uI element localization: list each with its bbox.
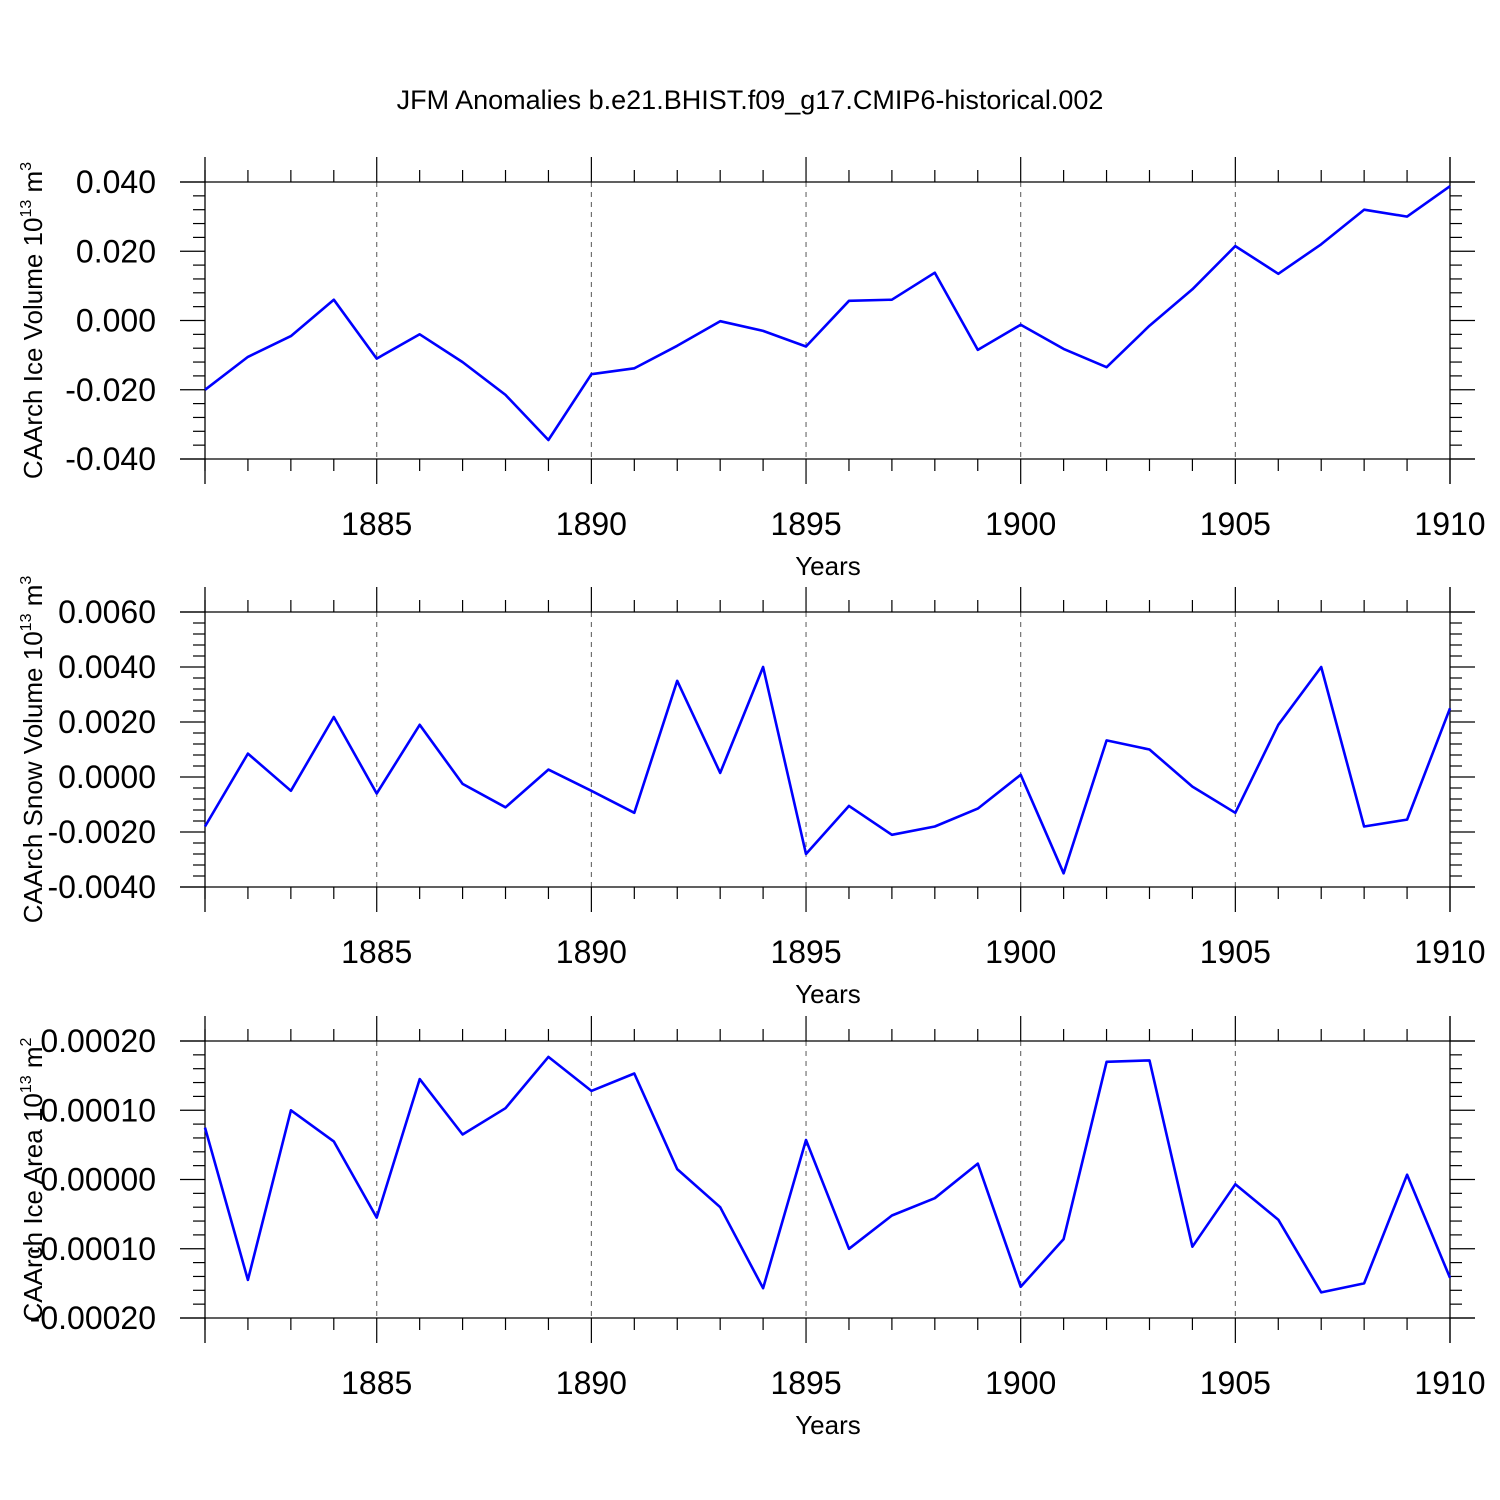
x-tick-label: 1885 (341, 1365, 412, 1401)
y-tick-label: 0.040 (76, 164, 156, 200)
y-axis-title: CAArch Snow Volume 1013 m3 (18, 576, 48, 924)
y-tick-label: 0.000 (76, 303, 156, 339)
y-tick-label: -0.0040 (47, 869, 156, 905)
figure-title: JFM Anomalies b.e21.BHIST.f09_g17.CMIP6-… (397, 85, 1104, 115)
series-line (204, 185, 1451, 442)
x-axis-title: Years (795, 979, 861, 1009)
x-tick-label: 1890 (556, 506, 627, 542)
y-tick-label: 0.0020 (58, 704, 156, 740)
x-tick-label: 1900 (985, 506, 1056, 542)
x-tick-label: 1895 (770, 934, 841, 970)
x-tick-label: 1905 (1200, 934, 1271, 970)
x-tick-label: 1900 (985, 1365, 1056, 1401)
x-tick-label: 1885 (341, 934, 412, 970)
panel-ice-area: -0.00020 -0.00010 0.00000 0.00010 0.00020 188… (18, 1016, 1486, 1440)
y-tick-label: -0.040 (65, 441, 156, 477)
y-tick-label: 0.00020 (40, 1023, 156, 1059)
y-axis-title: CAArch Ice Area 1013 m2 (18, 1037, 48, 1321)
y-tick-label: -0.020 (65, 372, 156, 408)
x-tick-label: 1910 (1414, 1365, 1485, 1401)
x-tick-label: 1910 (1414, 506, 1485, 542)
x-tick-label: 1895 (770, 506, 841, 542)
series-line (203, 1055, 1452, 1294)
y-tick-label: 0.00010 (40, 1092, 156, 1128)
y-axis-title: CAArch Ice Volume 1013 m3 (18, 162, 48, 479)
y-tick-label: -0.00020 (30, 1300, 156, 1336)
y-tick-label: 0.0000 (58, 759, 156, 795)
x-tick-label: 1895 (770, 1365, 841, 1401)
panel-ice-volume: -0.040 -0.020 0.000 0.020 0.040 1885 1890 1895 1… (18, 157, 1486, 581)
y-tick-label: -0.00010 (30, 1231, 156, 1267)
x-tick-label: 1910 (1414, 934, 1485, 970)
x-axis-title: Years (795, 551, 861, 581)
x-tick-label: 1885 (341, 506, 412, 542)
x-tick-label: 1900 (985, 934, 1056, 970)
x-tick-label: 1890 (556, 934, 627, 970)
series-line (203, 665, 1452, 875)
panel-snow-volume: -0.0040 -0.0020 0.0000 0.0020 0.0040 0.0060 18… (18, 576, 1486, 1009)
x-tick-label: 1890 (556, 1365, 627, 1401)
x-tick-label: 1905 (1200, 506, 1271, 542)
x-axis-title: Years (795, 1410, 861, 1440)
y-tick-label: 0.0040 (58, 649, 156, 685)
x-tick-label: 1905 (1200, 1365, 1271, 1401)
y-tick-label: 0.0060 (58, 594, 156, 630)
y-tick-label: 0.020 (76, 233, 156, 269)
y-tick-label: 0.00000 (40, 1162, 156, 1198)
y-tick-label: -0.0020 (47, 814, 156, 850)
